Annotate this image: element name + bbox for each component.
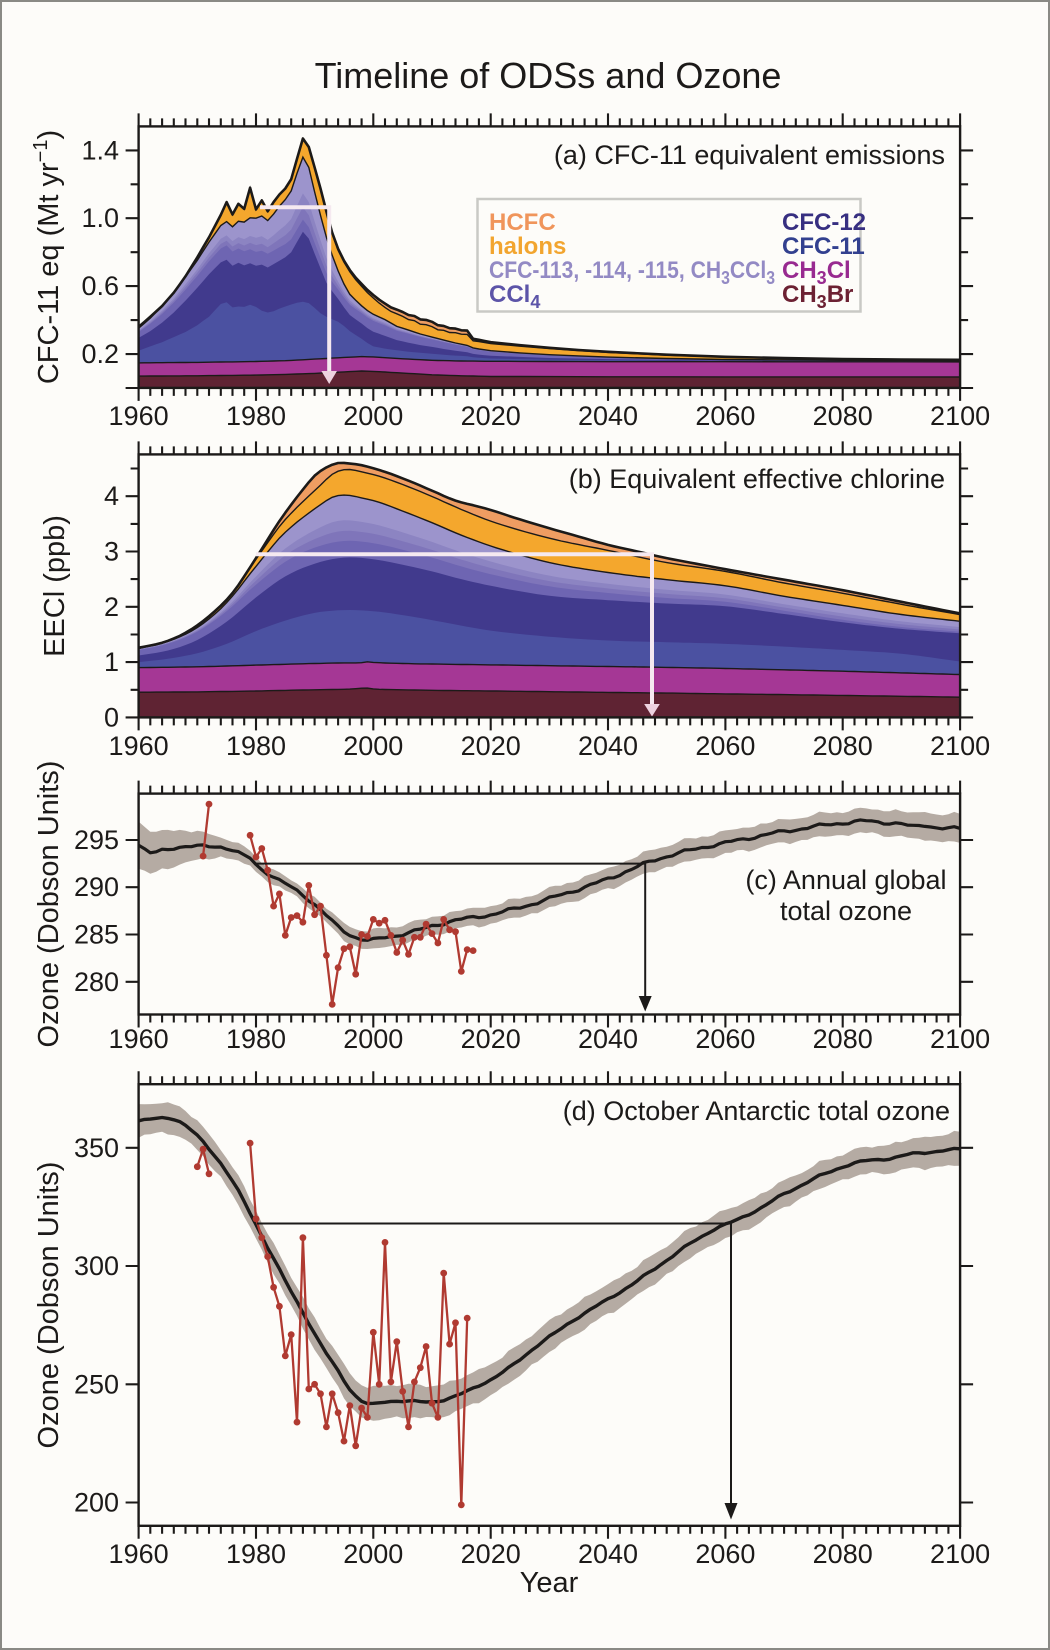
svg-text:EECl (ppb): EECl (ppb) (39, 515, 71, 657)
svg-text:4: 4 (104, 481, 119, 511)
svg-text:total ozone: total ozone (780, 896, 912, 926)
svg-text:280: 280 (74, 967, 119, 997)
svg-text:2060: 2060 (695, 731, 755, 761)
svg-text:1980: 1980 (226, 401, 286, 431)
svg-text:(d) October Antarctic total oz: (d) October Antarctic total ozone (563, 1096, 950, 1126)
svg-text:2100: 2100 (930, 401, 990, 431)
svg-text:300: 300 (74, 1251, 119, 1281)
svg-text:CFC-11: CFC-11 (782, 233, 865, 260)
svg-text:2020: 2020 (461, 401, 521, 431)
svg-text:2040: 2040 (578, 1539, 638, 1569)
svg-text:(a) CFC-11 equivalent emission: (a) CFC-11 equivalent emissions (554, 140, 945, 170)
svg-text:200: 200 (74, 1488, 119, 1518)
svg-text:1960: 1960 (109, 1024, 169, 1054)
svg-text:Ozone (Dobson Units): Ozone (Dobson Units) (33, 1162, 65, 1449)
svg-text:CFC-11 eq (Mt yr−1): CFC-11 eq (Mt yr−1) (30, 130, 65, 384)
svg-text:2000: 2000 (343, 1539, 403, 1569)
svg-text:285: 285 (74, 920, 119, 950)
svg-text:1.4: 1.4 (81, 135, 119, 165)
svg-text:Year: Year (520, 1567, 579, 1599)
svg-text:1.0: 1.0 (81, 203, 119, 233)
svg-text:2080: 2080 (813, 731, 873, 761)
svg-text:2000: 2000 (343, 1024, 403, 1054)
svg-text:2100: 2100 (930, 731, 990, 761)
svg-text:2020: 2020 (461, 1539, 521, 1569)
svg-text:(c) Annual global: (c) Annual global (745, 865, 946, 895)
svg-text:2060: 2060 (695, 1024, 755, 1054)
svg-text:HCFC: HCFC (489, 209, 556, 236)
svg-text:3: 3 (104, 537, 119, 567)
svg-text:1: 1 (104, 647, 119, 677)
svg-text:CFC-12: CFC-12 (782, 209, 866, 236)
svg-text:halons: halons (489, 233, 566, 260)
svg-text:250: 250 (74, 1369, 119, 1399)
svg-text:350: 350 (74, 1133, 119, 1163)
svg-text:2060: 2060 (695, 1539, 755, 1569)
svg-text:2020: 2020 (461, 731, 521, 761)
svg-text:2100: 2100 (930, 1539, 990, 1569)
svg-text:2040: 2040 (578, 1024, 638, 1054)
svg-text:1980: 1980 (226, 1024, 286, 1054)
svg-text:0.6: 0.6 (81, 271, 119, 301)
svg-text:2000: 2000 (343, 401, 403, 431)
svg-text:2100: 2100 (930, 1024, 990, 1054)
svg-text:Ozone (Dobson Units): Ozone (Dobson Units) (33, 761, 65, 1048)
svg-text:0.2: 0.2 (81, 339, 119, 369)
svg-text:1980: 1980 (226, 1539, 286, 1569)
svg-text:295: 295 (74, 825, 119, 855)
svg-text:2000: 2000 (343, 731, 403, 761)
svg-text:2080: 2080 (813, 1539, 873, 1569)
svg-text:1960: 1960 (109, 401, 169, 431)
svg-text:0: 0 (104, 702, 119, 732)
svg-text:1960: 1960 (109, 731, 169, 761)
svg-text:2080: 2080 (813, 401, 873, 431)
svg-text:(b) Equivalent effective chlor: (b) Equivalent effective chlorine (569, 464, 945, 494)
svg-text:CH3Cl: CH3Cl (782, 257, 851, 288)
svg-text:Timeline of ODSs and Ozone: Timeline of ODSs and Ozone (315, 55, 782, 96)
svg-text:2080: 2080 (813, 1024, 873, 1054)
svg-text:2040: 2040 (578, 731, 638, 761)
svg-text:290: 290 (74, 872, 119, 902)
svg-text:1980: 1980 (226, 731, 286, 761)
svg-text:2: 2 (104, 592, 119, 622)
svg-text:2040: 2040 (578, 401, 638, 431)
svg-text:2020: 2020 (461, 1024, 521, 1054)
svg-text:CFC-113, -114, -115, CH3CCl3: CFC-113, -114, -115, CH3CCl3 (489, 257, 775, 288)
svg-text:1960: 1960 (109, 1539, 169, 1569)
svg-text:2060: 2060 (695, 401, 755, 431)
